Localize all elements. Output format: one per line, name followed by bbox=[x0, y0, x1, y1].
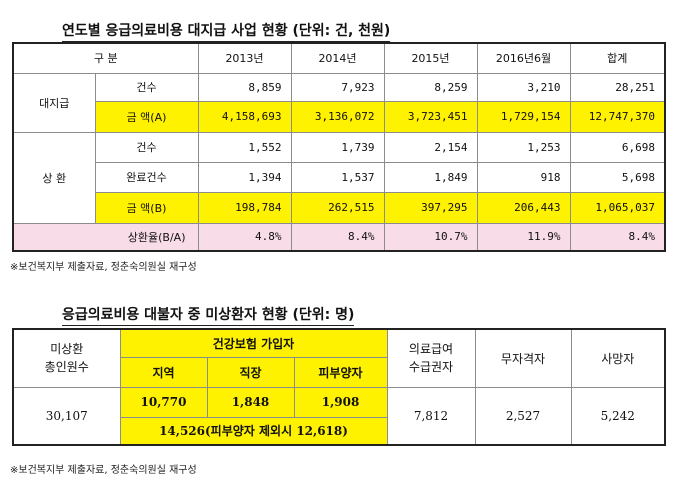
header-no-qualification: 무자격자 bbox=[474, 328, 572, 388]
header-category: 구 분 bbox=[12, 42, 199, 74]
header-workplace: 직장 bbox=[206, 356, 295, 388]
group-advance: 대지급 bbox=[12, 72, 96, 133]
cell-total: 30,107 bbox=[12, 386, 121, 446]
cell: 8.4% bbox=[290, 222, 385, 252]
table-row: 14,526(피부양자 제외시 12,618) bbox=[13, 416, 665, 446]
cell: 3,136,072 bbox=[290, 100, 385, 133]
cell: 8.4% bbox=[569, 222, 666, 252]
cell-no-qualification: 2,527 bbox=[474, 386, 572, 446]
table-row: 대지급 건수 8,859 7,923 8,259 3,210 28,251 bbox=[12, 72, 666, 133]
cell: 1,065,037 bbox=[569, 191, 666, 224]
table1-title-text: 연도별 응급의료비용 대지급 사업 현황 (단위: 건, 천원) bbox=[62, 23, 391, 39]
source-note: ※보건복지부 제출자료, 정춘숙의원실 재구성 bbox=[10, 465, 197, 476]
source-note: ※보건복지부 제출자료, 정춘숙의원실 재구성 bbox=[10, 262, 197, 273]
cell-medical-aid: 7,812 bbox=[386, 386, 476, 446]
table-row: 상 환 건수 1,552 1,739 2,154 1,253 6,698 bbox=[12, 131, 666, 224]
table-subheader-row: 지역 직장 피부양자 bbox=[13, 356, 665, 388]
table1-title: 연도별 응급의료비용 대지급 사업 현황 (단위: 건, 천원) bbox=[62, 20, 391, 42]
cell: 3,210 bbox=[476, 72, 571, 102]
cell: 1,394 bbox=[197, 161, 292, 193]
cell: 4,158,693 bbox=[197, 100, 292, 133]
header-2016-jun: 2016년6월 bbox=[476, 42, 571, 74]
cell: 918 bbox=[476, 161, 571, 193]
header-medical-aid: 의료급여 수급권자 bbox=[386, 328, 476, 388]
cell: 28,251 bbox=[569, 72, 666, 102]
cell: 1,253 bbox=[476, 131, 571, 163]
cell: 10.7% bbox=[383, 222, 478, 252]
row-label: 상환율(B/A) bbox=[12, 222, 199, 252]
unpaid-persons-table: 미상환 총인원수 건강보험 가입자 의료급여 수급권자 무자격자 사망자 지역 … bbox=[12, 328, 667, 446]
cell: 397,295 bbox=[383, 191, 478, 224]
cell: 1,729,154 bbox=[476, 100, 571, 133]
cell: 12,747,370 bbox=[569, 100, 666, 133]
row-label: 완료건수 bbox=[94, 161, 199, 193]
cell-workplace: 1,848 bbox=[206, 386, 295, 418]
cell: 4.8% bbox=[197, 222, 292, 252]
row-label: 건수 bbox=[94, 131, 199, 163]
cell: 8,859 bbox=[197, 72, 292, 102]
table2-title: 응급의료비용 대불자 중 미상환자 현황 (단위: 명) bbox=[62, 304, 355, 326]
row-label: 건수 bbox=[94, 72, 199, 102]
cell-region: 10,770 bbox=[119, 386, 208, 418]
cell: 198,784 bbox=[197, 191, 292, 224]
table-row: 30,107 10,770 1,848 1,908 7,812 2,527 5,… bbox=[12, 386, 666, 446]
cell: 1,552 bbox=[197, 131, 292, 163]
cell: 1,849 bbox=[383, 161, 478, 193]
row-label: 금 액(B) bbox=[94, 191, 199, 224]
cell-dependent: 1,908 bbox=[293, 386, 388, 418]
header-region: 지역 bbox=[119, 356, 208, 388]
cell: 1,537 bbox=[290, 161, 385, 193]
cell: 2,154 bbox=[383, 131, 478, 163]
table2-title-text: 응급의료비용 대불자 중 미상환자 현황 (단위: 명) bbox=[62, 307, 355, 323]
table-row: 완료건수 1,394 1,537 1,849 918 5,698 bbox=[13, 161, 666, 193]
table-row: 금 액(B) 198,784 262,515 397,295 206,443 1… bbox=[13, 191, 666, 224]
header-dependent: 피부양자 bbox=[293, 356, 388, 388]
table-header-row: 구 분 2013년 2014년 2015년 2016년6월 합계 bbox=[12, 42, 666, 74]
cell: 3,723,451 bbox=[383, 100, 478, 133]
header-health-insured: 건강보험 가입자 bbox=[119, 328, 388, 358]
table-row: 금 액(A) 4,158,693 3,136,072 3,723,451 1,7… bbox=[13, 100, 666, 133]
cell: 11.9% bbox=[476, 222, 571, 252]
cell: 5,698 bbox=[569, 161, 666, 193]
header-total-persons: 미상환 총인원수 bbox=[12, 328, 121, 388]
cell: 1,739 bbox=[290, 131, 385, 163]
header-2013: 2013년 bbox=[197, 42, 292, 74]
header-total: 합계 bbox=[569, 42, 666, 74]
table-row: 상환율(B/A) 4.8% 8.4% 10.7% 11.9% 8.4% bbox=[12, 222, 666, 252]
cell: 8,259 bbox=[383, 72, 478, 102]
cell-deceased: 5,242 bbox=[570, 386, 666, 446]
cell: 7,923 bbox=[290, 72, 385, 102]
group-repay: 상 환 bbox=[12, 131, 96, 224]
row-label: 금 액(A) bbox=[94, 100, 199, 133]
header-deceased: 사망자 bbox=[570, 328, 666, 388]
advance-payment-table: 구 분 2013년 2014년 2015년 2016년6월 합계 대지급 건수 … bbox=[12, 42, 666, 252]
cell-insured-sum: 14,526(피부양자 제외시 12,618) bbox=[119, 416, 388, 446]
table-header-row: 미상환 총인원수 건강보험 가입자 의료급여 수급권자 무자격자 사망자 bbox=[12, 328, 666, 388]
cell: 262,515 bbox=[290, 191, 385, 224]
header-2015: 2015년 bbox=[383, 42, 478, 74]
header-2014: 2014년 bbox=[290, 42, 385, 74]
cell: 6,698 bbox=[569, 131, 666, 163]
cell: 206,443 bbox=[476, 191, 571, 224]
